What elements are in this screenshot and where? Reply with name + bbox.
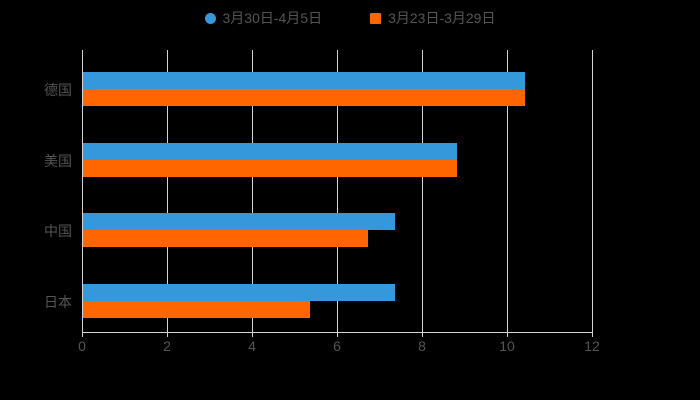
bar[interactable] [83, 142, 457, 160]
gridline [252, 50, 253, 332]
x-tick-label: 4 [248, 338, 256, 354]
bar[interactable] [83, 72, 525, 90]
bar-group [83, 72, 593, 107]
x-tick-mark [592, 332, 593, 337]
legend-item[interactable]: 3月23日-3月29日 [370, 8, 495, 28]
category-label: 日本 [44, 293, 72, 310]
x-tick-mark [422, 332, 423, 337]
bar[interactable] [83, 89, 525, 107]
category-label: 中国 [44, 223, 72, 240]
gridline [167, 50, 168, 332]
x-tick-mark [252, 332, 253, 337]
x-tick-mark [337, 332, 338, 337]
category-label: 德国 [44, 82, 72, 99]
bar[interactable] [83, 300, 310, 318]
bar[interactable] [83, 283, 395, 301]
x-tick-label: 8 [418, 338, 426, 354]
x-tick-label: 2 [163, 338, 171, 354]
bar-group [83, 142, 593, 177]
legend-square-icon [370, 12, 382, 24]
gridline [337, 50, 338, 332]
x-tick-mark [82, 332, 83, 337]
bar-group [83, 283, 593, 318]
gridline [422, 50, 423, 332]
gridline [592, 50, 593, 332]
legend-item-label: 3月30日-4月5日 [222, 10, 323, 26]
category-axis-labels: 德国 美国 中国 日本 [10, 50, 72, 332]
bar-group [83, 213, 593, 248]
legend-item[interactable]: 3月30日-4月5日 [204, 8, 323, 28]
x-tick-label: 0 [78, 338, 86, 354]
x-tick-label: 6 [333, 338, 341, 354]
gridline [507, 50, 508, 332]
category-label: 美国 [44, 152, 72, 169]
x-tick-mark [507, 332, 508, 337]
plot-area [82, 50, 593, 333]
chart-legend: 3月30日-4月5日 3月23日-3月29日 [0, 6, 700, 30]
bar[interactable] [83, 230, 368, 248]
x-tick-label: 10 [499, 338, 515, 354]
bar[interactable] [83, 159, 457, 177]
bar[interactable] [83, 213, 395, 231]
legend-item-label: 3月23日-3月29日 [388, 10, 496, 26]
x-tick-mark [167, 332, 168, 337]
x-axis-ticks: 0 2 4 6 8 10 12 [78, 332, 600, 360]
x-tick-label: 12 [584, 338, 600, 354]
y-axis-line [82, 50, 83, 332]
legend-dot-icon [204, 12, 216, 24]
